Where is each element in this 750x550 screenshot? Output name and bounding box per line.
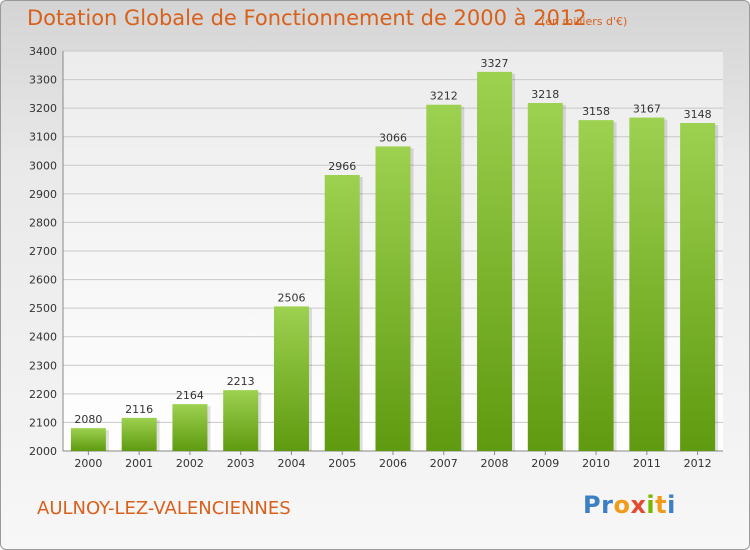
y-tick-label: 2200 bbox=[29, 388, 57, 401]
y-tick-label: 3400 bbox=[29, 45, 57, 58]
data-label: 2506 bbox=[277, 291, 305, 304]
data-label: 3167 bbox=[633, 103, 661, 116]
y-tick-label: 2800 bbox=[29, 216, 57, 229]
x-tick-label: 2002 bbox=[176, 457, 204, 470]
data-label: 3066 bbox=[379, 131, 407, 144]
proxiti-logo[interactable]: Proxiti bbox=[583, 491, 676, 519]
data-label: 3148 bbox=[684, 108, 712, 121]
y-tick-label: 2000 bbox=[29, 445, 57, 458]
y-tick-label: 2100 bbox=[29, 416, 57, 429]
y-tick-label: 3200 bbox=[29, 102, 57, 115]
y-tick-label: 2900 bbox=[29, 188, 57, 201]
data-label: 2116 bbox=[125, 403, 153, 416]
data-label: 2213 bbox=[227, 375, 255, 388]
bar bbox=[578, 120, 614, 452]
y-tick-label: 2600 bbox=[29, 274, 57, 287]
x-tick-label: 2000 bbox=[74, 457, 102, 470]
data-label: 2080 bbox=[74, 413, 102, 426]
x-tick-label: 2009 bbox=[531, 457, 559, 470]
bar bbox=[70, 428, 106, 451]
bar bbox=[527, 103, 563, 451]
bar bbox=[375, 146, 411, 451]
y-tick-label: 2300 bbox=[29, 359, 57, 372]
y-tick-label: 2500 bbox=[29, 302, 57, 315]
unit-label: (en milliers d'€) bbox=[541, 15, 628, 28]
x-tick-label: 2007 bbox=[430, 457, 458, 470]
x-tick-label: 2010 bbox=[582, 457, 610, 470]
chart-title: Dotation Globale de Fonctionnement de 20… bbox=[27, 6, 587, 30]
y-tick-label: 3300 bbox=[29, 74, 57, 87]
data-label: 2164 bbox=[176, 389, 204, 402]
x-tick-label: 2001 bbox=[125, 457, 153, 470]
x-tick-label: 2006 bbox=[379, 457, 407, 470]
data-label: 3212 bbox=[430, 90, 458, 103]
bar bbox=[121, 417, 157, 451]
bar bbox=[273, 306, 309, 451]
data-label: 3218 bbox=[531, 88, 559, 101]
x-tick-label: 2005 bbox=[328, 457, 356, 470]
data-label: 2966 bbox=[328, 160, 356, 173]
data-label: 3158 bbox=[582, 105, 610, 118]
bar bbox=[477, 71, 513, 451]
y-tick-label: 3000 bbox=[29, 159, 57, 172]
bar bbox=[629, 117, 665, 452]
x-tick-label: 2003 bbox=[227, 457, 255, 470]
x-tick-label: 2012 bbox=[684, 457, 712, 470]
data-label: 3327 bbox=[481, 57, 509, 70]
bar bbox=[172, 404, 208, 451]
bar bbox=[680, 123, 716, 451]
commune-name: AULNOY-LEZ-VALENCIENNES bbox=[37, 498, 291, 519]
x-tick-label: 2011 bbox=[633, 457, 661, 470]
bar bbox=[223, 390, 259, 451]
y-tick-label: 2400 bbox=[29, 331, 57, 344]
x-tick-label: 2004 bbox=[277, 457, 305, 470]
y-tick-label: 3100 bbox=[29, 131, 57, 144]
y-tick-label: 2700 bbox=[29, 245, 57, 258]
bar bbox=[426, 104, 462, 451]
x-tick-label: 2008 bbox=[481, 457, 509, 470]
bar bbox=[324, 175, 360, 451]
